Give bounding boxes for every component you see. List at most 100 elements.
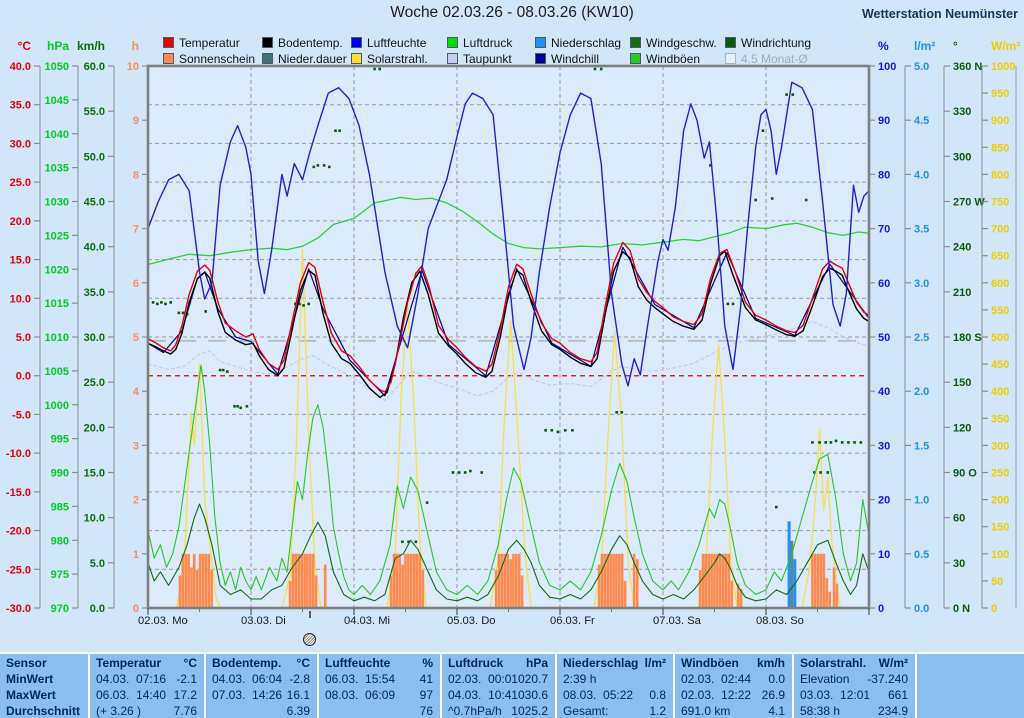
column-unit: % [422,656,433,670]
svg-text:180 S: 180 S [953,332,982,344]
legend-item-luftfeuchte[interactable]: Luftfeuchte [351,35,447,50]
dot-windrichtung [451,471,455,474]
legend-item-windrichtung[interactable]: Windrichtung [725,35,845,50]
svg-text:990: 990 [51,468,69,480]
svg-text:980: 980 [51,535,69,547]
table-header [917,655,1024,671]
svg-text:-10.0: -10.0 [6,448,31,460]
dot-windrichtung [480,471,483,474]
bar-sonnenschein [503,553,507,608]
legend-checkbox-4-5-monat[interactable] [725,53,736,64]
cell-value: 76 [419,704,433,718]
dot-windrichtung [245,405,249,408]
dot-windrichtung [853,441,856,444]
legend-checkbox-luftdruck[interactable] [447,37,458,48]
series-windrichtung [151,67,863,544]
bar-sonnenschein [187,553,190,608]
table-header: Sensor [0,655,88,671]
cell-label: 58:38 h [800,704,841,718]
legend-checkbox-solarstrahl[interactable] [351,53,362,64]
dot-windrichtung [239,406,242,410]
legend-item-sonnenschein[interactable]: Sonnenschein [163,51,262,66]
svg-text:20.0: 20.0 [10,216,31,228]
legend-item-niederschlag[interactable]: Niederschlag [535,35,630,50]
legend-checkbox-temperatur[interactable] [163,37,174,48]
dot-windrichtung [302,304,305,307]
table-column-luftfeuchte: Luftfeuchte% 06.03. 15:54 41 08.03. 06:09 97… [317,654,440,718]
svg-text:-30.0: -30.0 [6,603,31,615]
svg-text:240: 240 [953,242,971,254]
svg-text:1015: 1015 [45,298,69,310]
legend-checkbox-windgeschw[interactable] [630,37,641,48]
axis-w-m: 0 50 100 150 200 250 300 350 400 450 500 550 600 650 7… [981,39,1020,615]
svg-text:hPa: hPa [47,39,69,53]
legend-item-4-5-monat[interactable]: 4.5 Monat-Ø [725,51,845,66]
table-row-durchschnitt: 6.39 [206,703,317,718]
legend-checkbox-windrichtung[interactable] [725,37,736,48]
legend-checkbox-taupunkt[interactable] [447,53,458,64]
cell-label: Durchschnitt [6,704,81,718]
legend-checkbox-windb-en[interactable] [630,53,641,64]
cell-value: 16.1 [286,688,310,702]
series-temperatur [147,241,870,393]
dot-windrichtung [859,441,863,444]
svg-text:150: 150 [991,522,1009,534]
svg-text:10: 10 [878,549,890,561]
bar-sonnenschein [835,583,839,608]
bar-sonnenschein [395,553,399,608]
dot-windrichtung [407,540,410,544]
svg-text:995: 995 [51,434,69,446]
bar-sonnenschein [309,553,312,608]
weather-chart: -30.0-25.0-20.0-15.0-10.0-5.00.05.010.01… [6,39,1020,627]
bar-sonnenschein [494,570,498,608]
dot-windrichtung [563,429,567,432]
legend-item-bodentemp[interactable]: Bodentemp. [262,35,351,50]
legend-item-windgeschw[interactable]: Windgeschw. [630,35,725,50]
svg-text:10.0: 10.0 [84,513,105,525]
dot-windrichtung [469,469,472,473]
legend-checkbox-bodentemp[interactable] [262,37,273,48]
legend-checkbox-luftfeuchte[interactable] [351,37,362,48]
legend-item-solarstrahl[interactable]: Solarstrahl. [351,51,447,66]
dot-windrichtung [425,501,429,504]
svg-text:1010: 1010 [45,332,69,344]
bar-sonnenschein [620,553,624,608]
svg-text:500: 500 [991,332,1009,344]
dot-windrichtung [819,471,822,474]
bar-sonnenschein [193,553,196,608]
legend-item-temperatur[interactable]: Temperatur [163,35,262,50]
legend-item-nieder-dauer[interactable]: Nieder.dauer [262,51,351,66]
legend-item-taupunkt[interactable]: Taupunkt [447,51,535,66]
bar-sonnenschein [713,553,716,608]
legend-checkbox-niederschlag[interactable] [535,37,546,48]
legend-item-windchill[interactable]: Windchill [535,51,630,66]
moon-phase-icon [303,633,316,646]
dot-windrichtung [169,301,172,304]
table-row-durchschnitt: Durchschnitt [0,703,88,718]
table-row-maxwert: 08.03. 05:22 0.8 [557,687,673,703]
svg-text:3: 3 [133,440,139,452]
legend-checkbox-windchill[interactable] [535,53,546,64]
x-axis-label: 07.03. Sa [653,615,702,627]
bar-sonnenschein [813,553,817,608]
legend-checkbox-nieder-dauer[interactable] [262,53,273,64]
x-axis: 02.03. Mo 03.03. Di 04.03. Mi 05.03. Do 06.0… [138,608,870,627]
bar-sonnenschein [198,553,202,608]
bar-sonnenschein [636,559,639,608]
legend-item-windb-en[interactable]: Windböen [630,51,725,66]
table-row-durchschnitt [917,703,1024,718]
svg-text:50: 50 [878,332,890,344]
x-axis-label: 02.03. Mo [138,615,188,627]
series-windboeen [147,364,870,596]
dot-windrichtung [785,93,788,96]
dot-windrichtung [463,471,467,474]
table-row-maxwert [917,687,1024,703]
table-header: Windböen km/h [675,655,792,671]
column-title: Luftfeuchte [325,656,391,670]
legend-checkbox-sonnenschein[interactable] [163,53,174,64]
svg-text:20: 20 [878,495,890,507]
legend-item-luftdruck[interactable]: Luftdruck [447,35,535,50]
dot-windrichtung [233,405,236,408]
axis-c: -30.0 -25.0 -20.0 -15.0 -10.0 -5.0 0.0 5.0 10.0 1… [6,39,41,615]
